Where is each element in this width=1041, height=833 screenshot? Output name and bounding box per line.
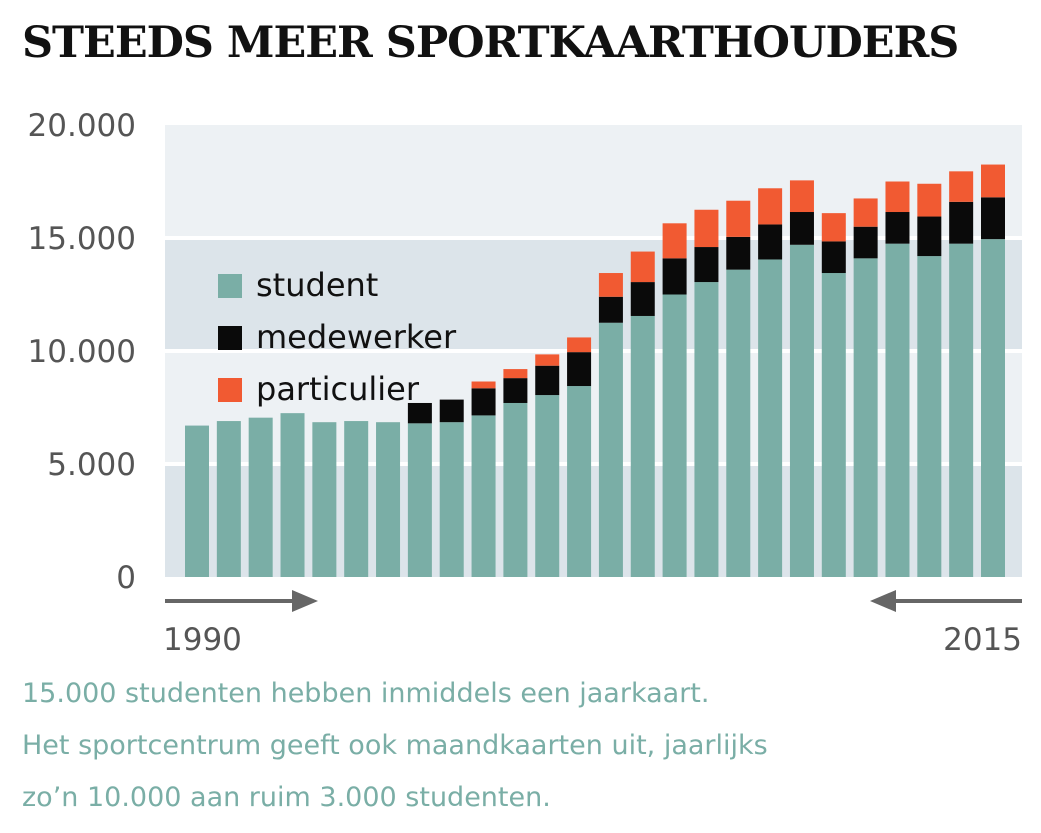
bar-particulier — [567, 337, 592, 353]
bar-particulier — [598, 273, 623, 297]
bar-particulier — [821, 213, 846, 242]
y-tick-label: 10.000 — [28, 334, 136, 370]
bar-student — [694, 282, 719, 577]
bar-student — [726, 269, 751, 577]
bar-student — [439, 422, 464, 577]
bar-particulier — [694, 209, 719, 248]
bar-particulier — [885, 181, 910, 213]
gridlines — [165, 236, 1022, 466]
legend-label-medewerker: medewerker — [256, 318, 457, 356]
bar-student — [344, 421, 369, 577]
y-axis-tick-labels: 0 5.000 10.000 15.000 20.000 — [28, 110, 136, 596]
chart-title: STEEDS MEER SPORTKAARTHOUDERS — [22, 18, 959, 68]
bar-student — [312, 422, 337, 577]
legend-swatch-particulier — [218, 378, 242, 402]
bar-medewerker — [885, 212, 910, 244]
bar-student — [630, 315, 655, 577]
caption-line-3: zo’n 10.000 aan ruim 3.000 studenten. — [22, 782, 551, 813]
bar-medewerker — [853, 226, 878, 259]
bar-student — [280, 413, 305, 577]
bar-student — [567, 386, 592, 577]
bar-particulier — [726, 200, 751, 237]
legend-swatch-student — [218, 274, 242, 298]
y-tick-label: 5.000 — [47, 447, 136, 483]
bar-student — [981, 239, 1005, 577]
bar-particulier — [471, 381, 496, 389]
plot-band — [165, 125, 1022, 238]
x-end-label: 2015 — [943, 622, 1022, 658]
bar-student — [471, 415, 496, 577]
x-axis: 1990 2015 — [163, 590, 1022, 658]
legend-label-student: student — [256, 266, 378, 304]
bar-student — [758, 259, 783, 577]
bar-medewerker — [949, 201, 974, 244]
bar-student — [821, 273, 846, 577]
y-tick-label: 15.000 — [28, 221, 136, 257]
bar-student — [853, 258, 878, 577]
bar-student — [407, 423, 432, 577]
bars — [185, 164, 1005, 577]
bar-particulier — [503, 369, 528, 379]
bar-medewerker — [758, 224, 783, 260]
bar-student — [789, 244, 814, 577]
x-start-label: 1990 — [163, 622, 242, 658]
caption-line-1: 15.000 studenten hebben inmiddels een ja… — [22, 678, 710, 709]
bar-student — [185, 425, 209, 577]
stacked-bar-chart: 0 5.000 10.000 15.000 20.000 student medewerk… — [28, 110, 1022, 658]
plot-background — [165, 125, 1022, 577]
bar-student — [248, 417, 273, 577]
bar-particulier — [662, 223, 687, 259]
legend: student medewerker particulier — [218, 266, 457, 408]
bar-particulier — [981, 164, 1005, 198]
bar-particulier — [535, 354, 560, 366]
bar-medewerker — [503, 378, 528, 403]
bar-student — [598, 322, 623, 577]
right-arrow-icon — [292, 590, 318, 612]
bar-medewerker — [630, 282, 655, 316]
bar-student — [376, 422, 401, 577]
legend-label-particulier: particulier — [256, 370, 420, 408]
bar-medewerker — [535, 365, 560, 396]
bar-medewerker — [567, 352, 592, 387]
y-tick-label: 0 — [116, 560, 136, 596]
legend-swatch-medewerker — [218, 326, 242, 350]
bar-particulier — [758, 188, 783, 225]
bar-medewerker — [407, 402, 432, 424]
left-arrow-icon — [870, 590, 896, 612]
bar-particulier — [789, 180, 814, 213]
bar-medewerker — [726, 236, 751, 270]
plot-band — [165, 238, 1022, 351]
bar-medewerker — [471, 388, 496, 416]
bar-student — [917, 256, 942, 577]
bar-medewerker — [789, 212, 814, 245]
plot-band — [165, 351, 1022, 464]
bar-medewerker — [981, 197, 1005, 240]
bar-student — [503, 402, 528, 577]
bar-medewerker — [439, 399, 464, 423]
bar-medewerker — [821, 241, 846, 274]
bar-medewerker — [694, 247, 719, 283]
bar-particulier — [949, 171, 974, 202]
bar-student — [535, 395, 560, 577]
bar-medewerker — [598, 296, 623, 323]
bar-student — [885, 243, 910, 577]
bar-medewerker — [917, 216, 942, 257]
bar-medewerker — [662, 258, 687, 295]
bar-student — [949, 243, 974, 577]
bar-student — [216, 421, 241, 577]
y-tick-label: 20.000 — [28, 110, 136, 144]
bar-particulier — [853, 198, 878, 227]
bar-student — [662, 294, 687, 577]
bar-particulier — [917, 183, 942, 217]
plot-band — [165, 464, 1022, 577]
bar-particulier — [630, 251, 655, 283]
caption-line-2: Het sportcentrum geeft ook maandkaarten … — [22, 730, 768, 761]
